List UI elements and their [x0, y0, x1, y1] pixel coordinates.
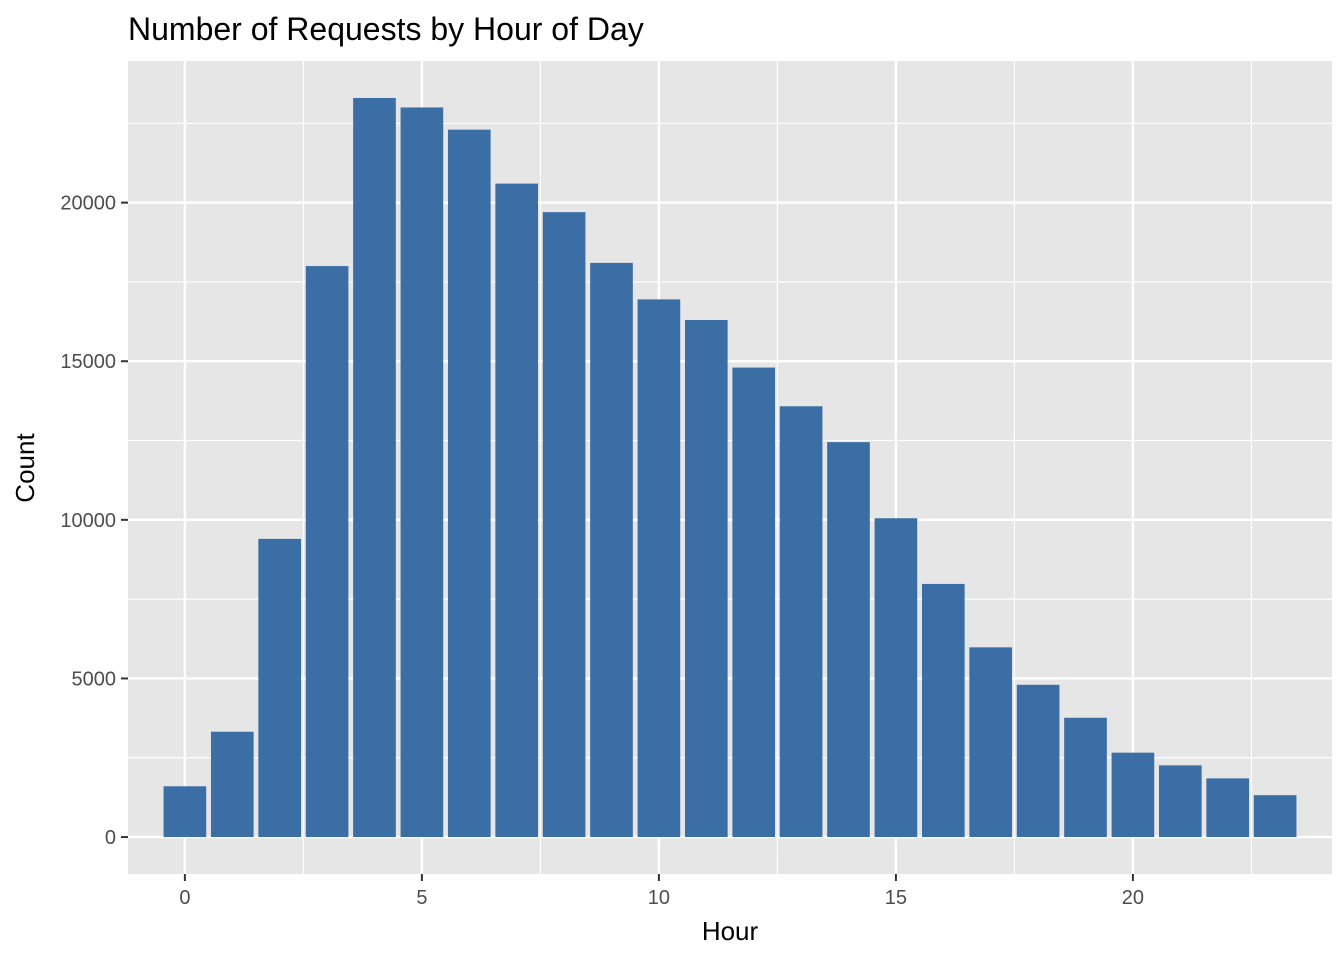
bar-hour-17 — [969, 647, 1013, 838]
x-tick-label: 15 — [885, 887, 907, 909]
bar-hour-7 — [495, 183, 539, 838]
bar-hour-0 — [163, 786, 207, 838]
y-tick-label: 20000 — [60, 193, 116, 215]
x-tick-label: 0 — [179, 887, 190, 909]
bar-hour-22 — [1206, 778, 1250, 838]
bar-hour-6 — [447, 129, 491, 838]
chart-title: Number of Requests by Hour of Day — [128, 11, 644, 47]
bar-hour-4 — [353, 97, 396, 838]
y-tick-label: 15000 — [60, 351, 116, 373]
bar-hour-8 — [542, 212, 586, 838]
bar-hour-10 — [637, 299, 681, 838]
bar-hour-16 — [921, 583, 965, 838]
bar-hour-12 — [732, 367, 776, 838]
bar-hour-9 — [590, 262, 633, 838]
x-axis-title: Hour — [702, 916, 759, 946]
bar-hour-15 — [874, 518, 918, 838]
x-axis: 0 5 10 15 20 — [179, 874, 1144, 909]
bar-hour-18 — [1016, 684, 1060, 838]
bar-hour-1 — [210, 731, 254, 838]
y-tick-label: 10000 — [60, 510, 116, 532]
bar-hour-11 — [684, 319, 728, 838]
y-axis: 0 5000 10000 15000 20000 — [60, 193, 128, 849]
bar-hour-5 — [400, 107, 444, 838]
bar-hour-13 — [779, 406, 823, 838]
y-tick-label: 5000 — [72, 668, 117, 690]
y-tick-label: 0 — [105, 827, 116, 849]
bars — [163, 97, 1297, 838]
bar-hour-2 — [258, 538, 302, 838]
y-axis-title: Count — [10, 433, 40, 503]
x-tick-label: 20 — [1122, 887, 1144, 909]
bar-hour-19 — [1064, 717, 1107, 838]
bar-hour-21 — [1158, 765, 1202, 838]
x-tick-label: 10 — [648, 887, 670, 909]
bar-hour-3 — [305, 266, 349, 838]
bar-hour-14 — [827, 442, 870, 838]
bar-hour-20 — [1111, 752, 1155, 838]
bar-hour-23 — [1253, 795, 1297, 838]
x-tick-label: 5 — [416, 887, 427, 909]
